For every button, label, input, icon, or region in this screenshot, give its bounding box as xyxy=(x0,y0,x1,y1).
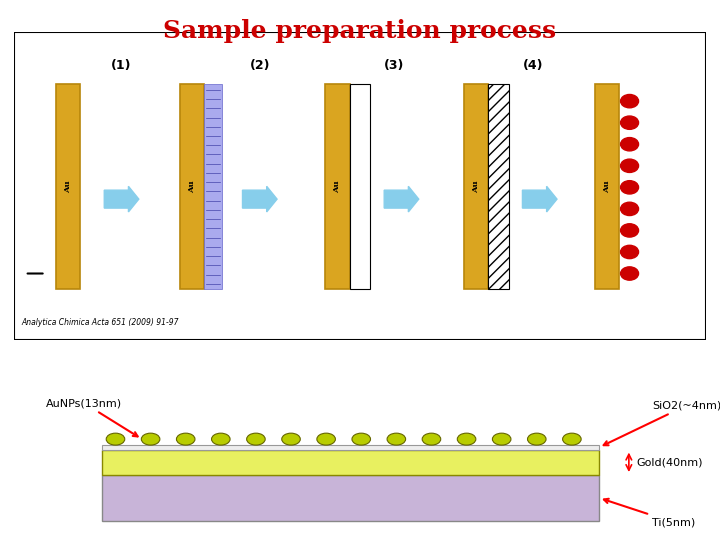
Text: Sample preparation process: Sample preparation process xyxy=(163,19,557,43)
Bar xyxy=(180,84,204,289)
Ellipse shape xyxy=(107,433,125,445)
Text: (4): (4) xyxy=(523,59,543,72)
Text: Analytica Chimica Acta 651 (2009) 91-97: Analytica Chimica Acta 651 (2009) 91-97 xyxy=(22,319,179,327)
Ellipse shape xyxy=(282,433,300,445)
Ellipse shape xyxy=(176,433,195,445)
Text: (3): (3) xyxy=(384,59,405,72)
Text: Au: Au xyxy=(333,180,341,193)
Bar xyxy=(102,475,599,521)
Bar xyxy=(204,84,222,289)
Ellipse shape xyxy=(457,433,476,445)
Text: AuNPs(13nm): AuNPs(13nm) xyxy=(46,398,138,436)
Text: Ti(5nm): Ti(5nm) xyxy=(604,499,696,528)
Circle shape xyxy=(621,224,639,237)
Text: Au: Au xyxy=(189,180,197,193)
Ellipse shape xyxy=(212,433,230,445)
Bar xyxy=(102,450,599,475)
Bar xyxy=(464,84,488,289)
Circle shape xyxy=(621,181,639,194)
FancyArrow shape xyxy=(384,186,419,212)
Ellipse shape xyxy=(141,433,160,445)
Bar xyxy=(488,84,508,289)
Ellipse shape xyxy=(317,433,336,445)
Ellipse shape xyxy=(562,433,581,445)
Ellipse shape xyxy=(247,433,265,445)
Ellipse shape xyxy=(528,433,546,445)
FancyArrow shape xyxy=(523,186,557,212)
Text: Au: Au xyxy=(64,180,72,193)
Ellipse shape xyxy=(387,433,405,445)
Text: (2): (2) xyxy=(250,59,270,72)
Ellipse shape xyxy=(352,433,371,445)
Text: Au: Au xyxy=(603,180,611,193)
Circle shape xyxy=(621,202,639,215)
Bar xyxy=(325,84,350,289)
Bar xyxy=(56,84,80,289)
Ellipse shape xyxy=(492,433,511,445)
Ellipse shape xyxy=(422,433,441,445)
Circle shape xyxy=(621,267,639,280)
FancyArrow shape xyxy=(243,186,277,212)
Text: Gold(40nm): Gold(40nm) xyxy=(636,457,703,467)
Bar xyxy=(102,445,599,450)
Text: Au: Au xyxy=(472,180,480,193)
Bar xyxy=(595,84,619,289)
FancyArrow shape xyxy=(104,186,139,212)
Text: (1): (1) xyxy=(112,59,132,72)
Circle shape xyxy=(621,94,639,108)
Circle shape xyxy=(621,159,639,172)
Circle shape xyxy=(621,116,639,130)
Circle shape xyxy=(621,138,639,151)
Circle shape xyxy=(621,245,639,259)
Bar xyxy=(350,84,370,289)
Text: SiO2(~4nm): SiO2(~4nm) xyxy=(603,400,720,445)
